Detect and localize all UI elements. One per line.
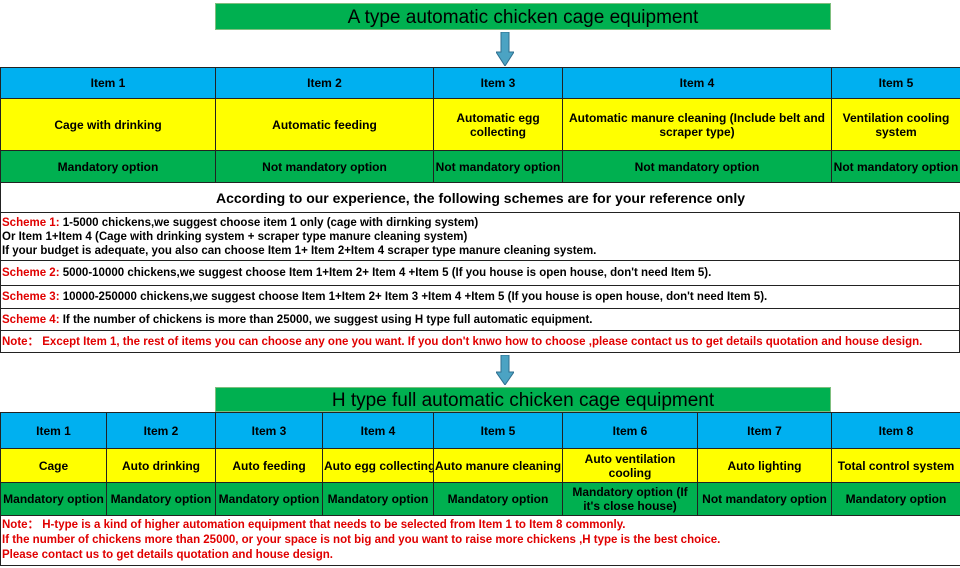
scheme-line: Or Item 1+Item 4 (Cage with drinking sys… xyxy=(2,230,468,243)
scheme-label: Scheme 2: xyxy=(2,267,60,279)
h-item-header-3: Item 3 xyxy=(215,412,323,449)
h-item-header-8: Item 8 xyxy=(831,412,960,449)
h-item-header-4: Item 4 xyxy=(322,412,434,449)
reference-heading: According to our experience, the followi… xyxy=(0,182,960,213)
h-item-name-6: Auto ventilation cooling xyxy=(562,448,698,483)
scheme-line: If your budget is adequate, you also can… xyxy=(2,244,597,257)
a-item-name-2: Automatic feeding xyxy=(215,98,434,151)
h-item-option-3: Mandatory option xyxy=(215,482,323,516)
a-type-title: A type automatic chicken cage equipment xyxy=(215,3,831,30)
schemes-table: Scheme 1: 1-5000 chickens,we suggest cho… xyxy=(0,212,960,353)
a-item-header-5: Item 5 xyxy=(831,67,960,99)
h-item-name-4: Auto egg collecting xyxy=(322,448,434,483)
h-item-option-5: Mandatory option xyxy=(433,482,563,516)
h-item-name-8: Total control system xyxy=(831,448,960,483)
h-item-name-1: Cage xyxy=(0,448,107,483)
a-item-name-5: Ventilation cooling system xyxy=(831,98,960,151)
h-item-header-5: Item 5 xyxy=(433,412,563,449)
a-item-name-4: Automatic manure cleaning (Include belt … xyxy=(562,98,832,151)
a-item-option-3: Not mandatory option xyxy=(433,150,563,183)
a-item-header-3: Item 3 xyxy=(433,67,563,99)
h-note-line: Note： H-type is a kind of higher automat… xyxy=(2,519,626,531)
h-item-header-6: Item 6 xyxy=(562,412,698,449)
h-item-option-8: Mandatory option xyxy=(831,482,960,516)
arrow-down-icon xyxy=(496,32,514,66)
h-note-line: If the number of chickens more than 2500… xyxy=(2,534,721,546)
a-item-option-4: Not mandatory option xyxy=(562,150,832,183)
scheme-line: 5000-10000 chickens,we suggest choose It… xyxy=(62,267,712,279)
h-type-title: H type full automatic chicken cage equip… xyxy=(215,387,831,412)
h-item-header-7: Item 7 xyxy=(697,412,832,449)
a-item-name-1: Cage with drinking xyxy=(0,98,216,151)
h-type-table: Item 1 Item 2 Item 3 Item 4 Item 5 Item 6 Item… xyxy=(0,412,960,566)
a-item-option-5: Not mandatory option xyxy=(831,150,960,183)
a-item-header-2: Item 2 xyxy=(215,67,434,99)
h-item-name-7: Auto lighting xyxy=(697,448,832,483)
h-item-option-4: Mandatory option xyxy=(322,482,434,516)
scheme-line: 1-5000 chickens,we suggest choose item 1… xyxy=(62,216,479,229)
a-item-header-1: Item 1 xyxy=(0,67,216,99)
scheme-2: Scheme 2: 5000-10000 chickens,we suggest… xyxy=(0,260,960,286)
scheme-4: Scheme 4: If the number of chickens is m… xyxy=(0,308,960,331)
h-item-option-6: Mandatory option (If it's close house) xyxy=(562,482,698,516)
a-item-option-2: Not mandatory option xyxy=(215,150,434,183)
a-item-option-1: Mandatory option xyxy=(0,150,216,183)
h-item-name-3: Auto feeding xyxy=(215,448,323,483)
scheme-label: Scheme 4: xyxy=(2,313,60,326)
scheme-label: Scheme 3: xyxy=(2,291,60,303)
scheme-3: Scheme 3: 10000-250000 chickens,we sugge… xyxy=(0,285,960,309)
h-item-name-2: Auto drinking xyxy=(106,448,216,483)
h-item-option-1: Mandatory option xyxy=(0,482,107,516)
a-item-name-3: Automatic egg collecting xyxy=(433,98,563,151)
h-item-option-7: Not mandatory option xyxy=(697,482,832,516)
a-item-header-4: Item 4 xyxy=(562,67,832,99)
h-item-header-2: Item 2 xyxy=(106,412,216,449)
h-item-header-1: Item 1 xyxy=(0,412,107,449)
scheme-label: Scheme 1: xyxy=(2,216,60,229)
arrow-down-icon xyxy=(496,355,514,385)
scheme-line: 10000-250000 chickens,we suggest choose … xyxy=(62,291,768,303)
h-item-name-5: Auto manure cleaning xyxy=(433,448,563,483)
a-type-note: Note： Except Item 1, the rest of items y… xyxy=(0,330,960,353)
scheme-1: Scheme 1: 1-5000 chickens,we suggest cho… xyxy=(0,212,960,261)
a-type-table: Item 1 Item 2 Item 3 Item 4 Item 5 Cage with… xyxy=(0,67,960,213)
scheme-line: If the number of chickens is more than 2… xyxy=(62,313,593,326)
h-note-line: Please contact us to get details quotati… xyxy=(2,549,333,561)
h-item-option-2: Mandatory option xyxy=(106,482,216,516)
